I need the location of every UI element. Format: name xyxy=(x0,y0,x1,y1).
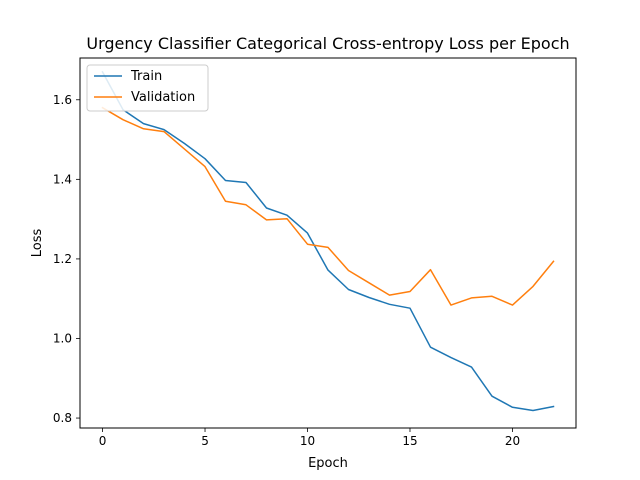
x-tick-label: 0 xyxy=(99,434,107,448)
y-axis-label: Loss xyxy=(30,229,45,258)
x-tick-label: 15 xyxy=(402,434,417,448)
y-tick-label: 0.8 xyxy=(53,411,72,425)
x-axis-label: Epoch xyxy=(308,456,348,471)
chart-title: Urgency Classifier Categorical Cross-ent… xyxy=(86,34,569,53)
x-axis: 0 5 10 15 20 xyxy=(99,428,520,448)
legend: Train Validation xyxy=(86,64,209,112)
x-tick-label: 20 xyxy=(505,434,520,448)
x-tick-label: 5 xyxy=(201,434,209,448)
y-tick-label: 1.0 xyxy=(53,331,72,345)
legend-label-train: Train xyxy=(130,69,162,84)
series-layer xyxy=(101,70,555,412)
legend-label-validation: Validation xyxy=(131,90,195,105)
y-tick-label: 1.4 xyxy=(53,172,72,186)
y-axis: 0.8 1.0 1.2 1.4 1.6 xyxy=(53,93,80,425)
series-line-train xyxy=(101,70,555,412)
plot-frame xyxy=(79,57,577,429)
y-tick-label: 1.6 xyxy=(53,93,72,107)
y-tick-label: 1.2 xyxy=(53,252,72,266)
x-tick-label: 10 xyxy=(300,434,315,448)
series-line-validation xyxy=(101,106,555,306)
